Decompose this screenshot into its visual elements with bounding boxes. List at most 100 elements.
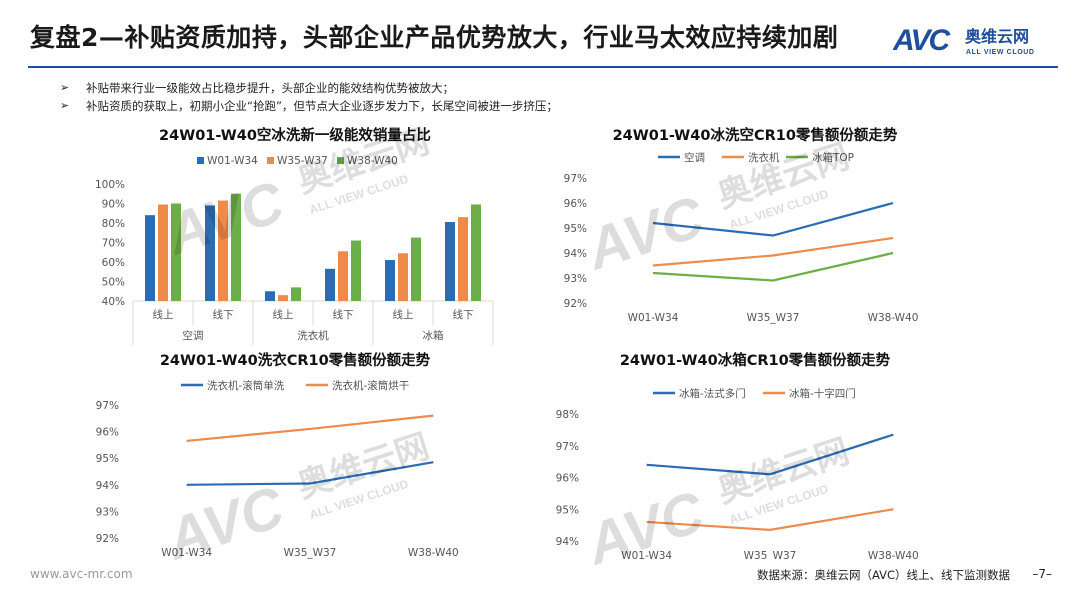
legend-label: 洗衣机 <box>748 151 780 164</box>
x-tick-label: W38-W40 <box>868 312 919 324</box>
bar <box>291 287 301 301</box>
bar <box>385 260 395 301</box>
bullet-item: ➢ 补贴资质的获取上，初期小企业“抢跑”，但节点大企业逐步发力下，长尾空间被进一… <box>60 97 558 115</box>
y-tick-label: 92% <box>96 533 119 545</box>
legend-label: 冰箱TOP <box>812 151 854 164</box>
x-tick-label: W35_W37 <box>284 547 337 559</box>
series-line <box>646 508 894 531</box>
legend-label: W38-W40 <box>347 155 398 167</box>
bar <box>218 200 228 301</box>
bar <box>411 237 421 301</box>
group-label: 冰箱 <box>423 329 444 342</box>
chart-title: 24W01-W40冰箱CR10零售额份额走势 <box>620 351 891 369</box>
series-line <box>186 461 434 486</box>
y-tick-label: 92% <box>564 298 587 310</box>
y-tick-label: 90% <box>102 199 125 211</box>
y-tick-label: 95% <box>96 453 119 465</box>
series-line <box>646 433 894 476</box>
y-tick-label: 100% <box>95 179 125 191</box>
x-tick-label: W38-W40 <box>868 550 919 560</box>
x-tick-label: 线下 <box>213 308 234 321</box>
page-number: –7– <box>1032 567 1052 581</box>
y-tick-label: 96% <box>564 198 587 210</box>
series-line <box>652 236 894 267</box>
bar <box>458 217 468 301</box>
bar-chart-energy-share: 24W01-W40空冰洗新一级能效销量占比 W01-W34 W35-W37 W38-W… <box>95 126 494 345</box>
chart-title: 24W01-W40冰洗空CR10零售额份额走势 <box>613 126 898 144</box>
y-tick-label: 80% <box>102 218 125 230</box>
legend-label: 冰箱-法式多门 <box>679 387 746 400</box>
chart-title: 24W01-W40空冰洗新一级能效销量占比 <box>159 126 431 144</box>
y-tick-label: 96% <box>96 427 119 439</box>
y-tick-label: 95% <box>556 504 579 516</box>
bar <box>338 251 348 301</box>
y-tick-label: 96% <box>556 473 579 485</box>
bar <box>278 295 288 301</box>
y-tick-label: 50% <box>102 277 125 289</box>
bar <box>158 204 168 301</box>
legend-label: 冰箱-十字四门 <box>789 387 856 400</box>
legend-swatch <box>337 157 344 164</box>
bar <box>171 203 181 301</box>
bar <box>351 240 361 301</box>
y-tick-label: 94% <box>564 248 587 260</box>
bar <box>205 205 215 301</box>
arrow-bullet-icon: ➢ <box>60 99 70 112</box>
chart-title: 24W01-W40洗衣CR10零售额份额走势 <box>160 351 431 369</box>
legend-label: 空调 <box>684 151 705 164</box>
bar <box>145 215 155 301</box>
y-tick-label: 97% <box>556 441 579 453</box>
title-divider <box>28 66 1058 68</box>
x-tick-label: W35_W37 <box>747 312 800 324</box>
legend-label: 洗衣机-滚筒单洗 <box>207 379 285 392</box>
bar <box>471 204 481 301</box>
y-tick-label: 95% <box>564 223 587 235</box>
data-source-note: 数据来源：奥维云网（AVC）线上、线下监测数据 <box>756 568 1010 582</box>
legend-label: 洗衣机-滚筒烘干 <box>332 379 409 392</box>
x-tick-label: 线下 <box>453 308 474 321</box>
y-tick-label: 93% <box>564 273 587 285</box>
legend-label: W35-W37 <box>277 155 328 167</box>
x-tick-label: W01-W34 <box>621 550 672 560</box>
x-tick-label: 线下 <box>333 308 354 321</box>
bullet-list: ➢ 补贴带来行业一级能效占比稳步提升，头部企业的能效结构优势被放大； ➢ 补贴资… <box>60 79 558 115</box>
group-label: 洗衣机 <box>297 329 329 342</box>
y-tick-label: 98% <box>556 409 579 421</box>
series-line <box>652 201 894 237</box>
y-tick-label: 97% <box>96 400 119 412</box>
y-tick-label: 94% <box>96 480 119 492</box>
y-tick-label: 70% <box>102 238 125 250</box>
legend-label: W01-W34 <box>207 155 258 167</box>
bullet-text: 补贴资质的获取上，初期小企业“抢跑”，但节点大企业逐步发力下，长尾空间被进一步挤… <box>86 99 558 113</box>
bar <box>231 193 241 301</box>
logo-subtext: ALL VIEW CLOUD <box>966 49 1035 56</box>
x-tick-label: W01-W34 <box>161 547 212 559</box>
arrow-bullet-icon: ➢ <box>60 81 70 94</box>
x-tick-label: W35_W37 <box>744 550 797 560</box>
bullet-text: 补贴带来行业一级能效占比稳步提升，头部企业的能效结构优势被放大； <box>86 81 454 95</box>
page-title: 复盘2—补贴资质加持，头部企业产品优势放大，行业马太效应持续加剧 <box>30 23 839 52</box>
legend-swatch <box>267 157 274 164</box>
y-tick-label: 40% <box>102 296 125 308</box>
y-tick-label: 60% <box>102 257 125 269</box>
x-tick-label: 线上 <box>273 308 294 321</box>
bar <box>325 268 335 301</box>
y-tick-label: 93% <box>96 506 119 518</box>
series-line <box>652 251 894 282</box>
series-line <box>186 414 434 443</box>
group-label: 空调 <box>183 329 204 342</box>
website-link[interactable]: www.avc-mr.com <box>30 567 133 581</box>
x-tick-label: W01-W34 <box>628 312 679 324</box>
bar <box>398 253 408 301</box>
avc-logo: AVC 奥维云网 ALL VIEW CLOUD <box>893 24 1035 57</box>
x-tick-label: 线上 <box>153 308 174 321</box>
bar <box>265 291 275 301</box>
bullet-item: ➢ 补贴带来行业一级能效占比稳步提升，头部企业的能效结构优势被放大； <box>60 79 558 97</box>
y-tick-label: 97% <box>564 173 587 185</box>
logo-text: 奥维云网 <box>965 27 1029 46</box>
x-tick-label: 线上 <box>393 308 414 321</box>
bar <box>445 222 455 301</box>
